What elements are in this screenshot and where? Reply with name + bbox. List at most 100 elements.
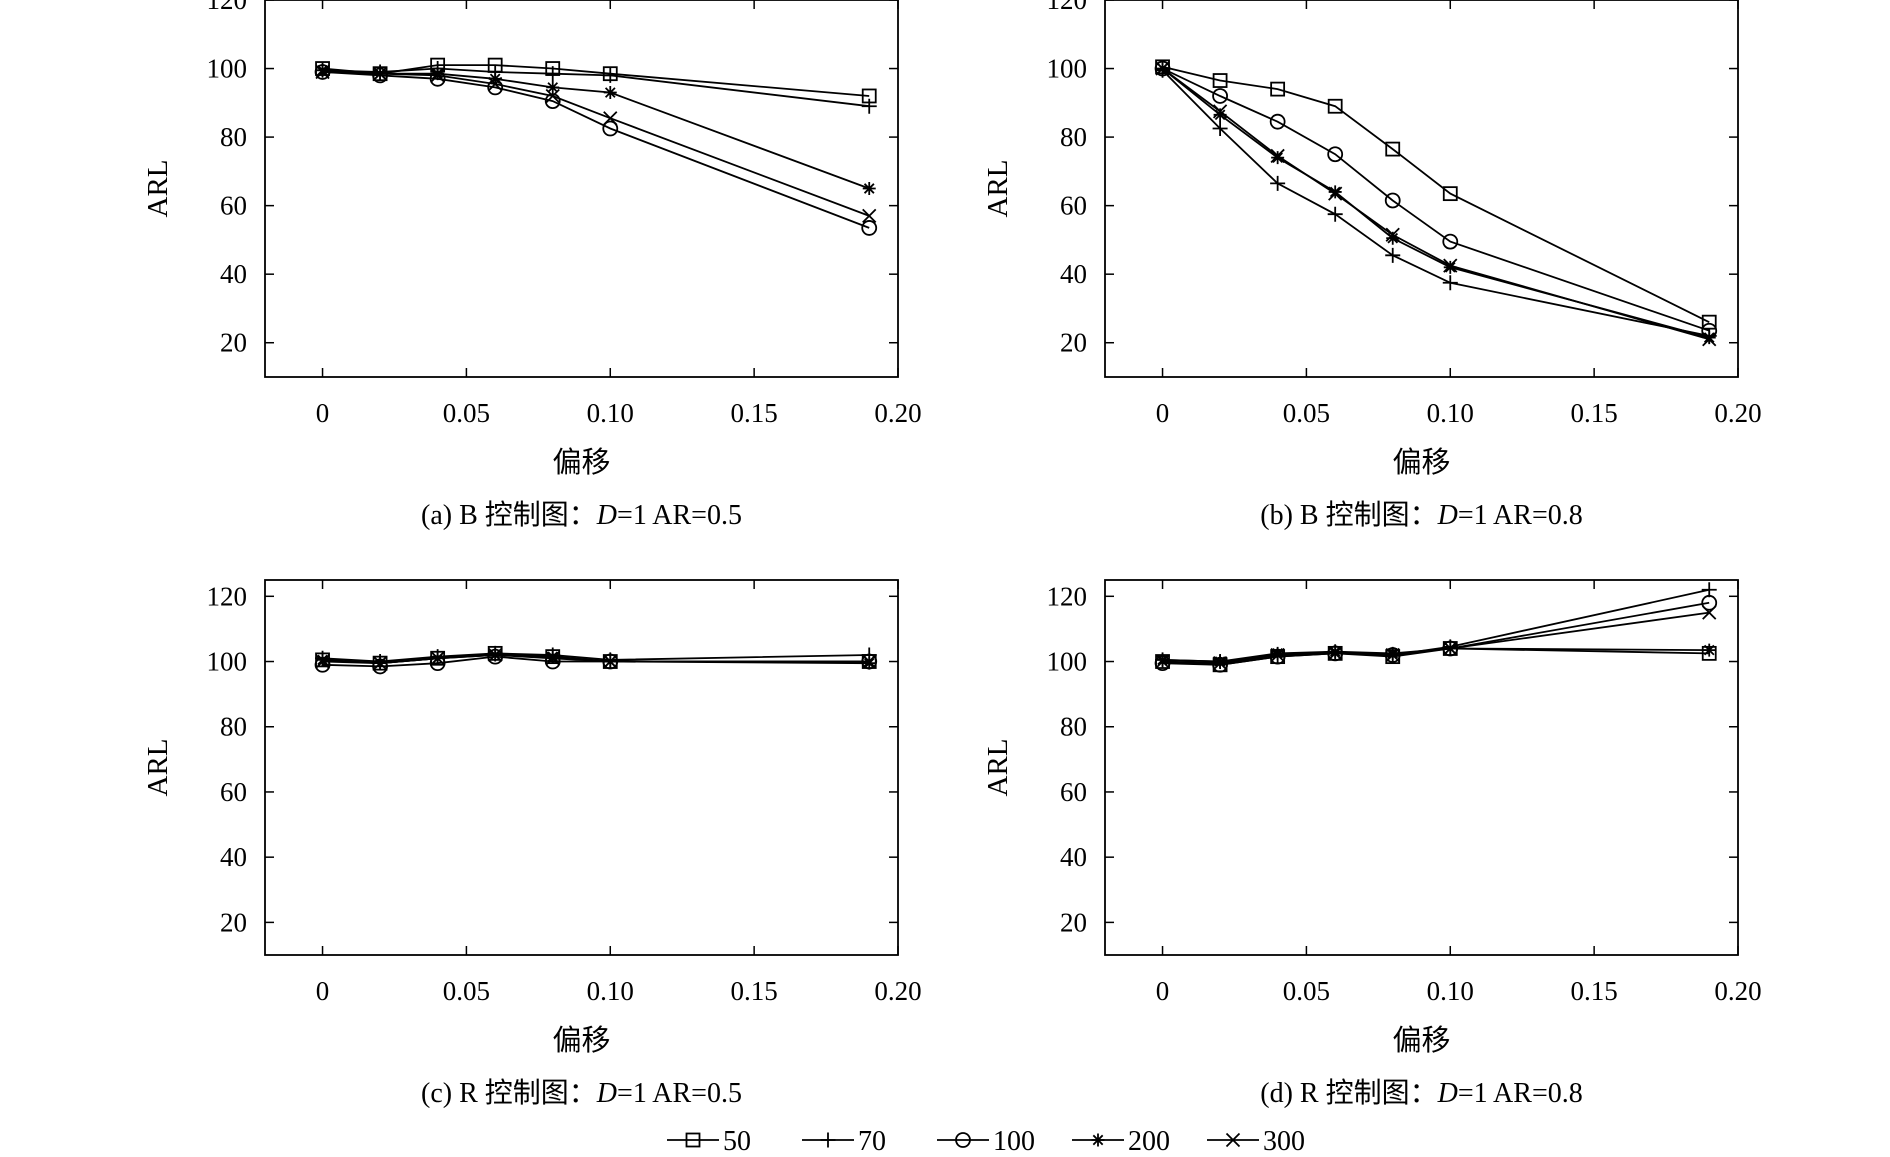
data-point-300 (372, 66, 388, 81)
x-tick-label: 0.05 (443, 398, 490, 428)
y-tick-label: 100 (207, 54, 248, 84)
legend-marker-plus (820, 1132, 836, 1148)
series-line-200 (322, 69, 870, 190)
legend-label: 50 (723, 1126, 751, 1157)
data-point-100 (1701, 594, 1718, 611)
data-point-70 (1270, 175, 1286, 191)
y-tick-label: 20 (220, 328, 247, 358)
data-point-200 (546, 80, 560, 94)
data-point-300 (545, 88, 560, 104)
data-point-300 (1385, 227, 1400, 242)
series-300 (315, 647, 877, 671)
data-point-300 (1443, 258, 1458, 273)
y-tick-label: 20 (1060, 907, 1087, 937)
plot-frame (264, 0, 899, 378)
legend-marker-square (685, 1132, 701, 1148)
y-axis-label: ARL (142, 160, 174, 218)
data-point-100 (1154, 60, 1171, 77)
legend-label: 300 (1263, 1126, 1305, 1157)
chart-caption: (b) B 控制图：D=1 AR=0.8 (1260, 499, 1583, 531)
data-point-200 (1443, 260, 1457, 274)
x-tick-label: 0.10 (587, 398, 634, 428)
data-point-200 (1328, 645, 1342, 659)
y-tick-label: 80 (220, 122, 247, 152)
series-line-100 (1162, 601, 1710, 666)
data-point-300 (1328, 646, 1343, 661)
x-axis-label: 偏移 (1392, 1024, 1450, 1057)
data-point-300 (1702, 605, 1717, 620)
series-50 (1155, 59, 1717, 330)
x-axis-label: 偏移 (552, 1024, 610, 1057)
data-point-50 (1701, 314, 1717, 330)
data-point-300 (430, 68, 445, 83)
chart-panel-a: 20 40 60 80 100 120 0 0.05 0.10 0.15 0.20 偏移 ARL (a) … (142, 0, 922, 531)
data-point-200 (1271, 151, 1285, 165)
data-point-300 (430, 651, 445, 666)
y-tick-label: 20 (1060, 328, 1087, 358)
data-point-300 (1270, 647, 1285, 663)
data-point-200 (1386, 646, 1400, 660)
series-200 (316, 63, 876, 195)
legend-entry-200: 200 (1072, 1126, 1170, 1157)
data-point-200 (316, 653, 330, 667)
series-line-100 (322, 71, 870, 229)
x-tick-label: 0.10 (1427, 398, 1474, 428)
data-point-300 (315, 654, 330, 669)
data-point-200 (603, 86, 617, 100)
y-tick-label: 40 (1060, 259, 1087, 289)
data-point-300 (1385, 647, 1400, 663)
data-point-70 (1385, 247, 1401, 263)
data-point-200 (1386, 231, 1400, 245)
data-point-300 (603, 111, 618, 126)
data-point-100 (861, 220, 878, 236)
data-point-300 (1702, 332, 1717, 347)
legend: 50 70 100 200 300 (667, 1126, 1305, 1157)
x-tick-label: 0 (316, 976, 330, 1006)
series-200 (1156, 641, 1716, 669)
y-tick-label: 120 (207, 581, 248, 611)
data-point-70 (1701, 582, 1717, 598)
y-tick-label: 80 (220, 712, 247, 742)
chart-caption: (a) B 控制图：D=1 AR=0.5 (421, 499, 742, 531)
data-point-200 (1702, 643, 1716, 657)
data-point-200 (1213, 108, 1227, 122)
y-tick-label: 80 (1060, 122, 1087, 152)
data-point-70 (545, 66, 561, 82)
data-point-300 (1212, 656, 1228, 671)
data-point-200 (316, 63, 330, 77)
chart-panel-b: 20 40 60 80 100 120 0 0.05 0.10 0.15 0.20 偏移 ARL (b) … (982, 0, 1762, 531)
data-point-70 (1327, 206, 1343, 222)
y-tick-label: 100 (1047, 647, 1088, 677)
x-tick-label: 0.10 (1427, 976, 1474, 1006)
legend-entry-70: 70 (802, 1126, 886, 1157)
data-point-200 (1271, 646, 1285, 660)
series-200 (1156, 62, 1716, 345)
data-point-50 (1270, 81, 1286, 97)
data-point-300 (1155, 654, 1170, 669)
data-point-200 (546, 650, 560, 664)
series-line-70 (1161, 69, 1710, 337)
chart-panel-d: 20 40 60 80 100 120 0 0.05 0.10 0.15 0.20 偏移 ARL (d) … (982, 579, 1762, 1109)
data-point-300 (1328, 186, 1343, 201)
legend-entry-300: 300 (1207, 1126, 1305, 1157)
x-tick-label: 0.05 (443, 976, 490, 1006)
data-point-100 (1327, 146, 1344, 163)
x-axis-label: 偏移 (552, 446, 610, 479)
data-point-200 (862, 182, 876, 195)
data-point-70 (1442, 275, 1458, 291)
x-tick-label: 0.15 (1571, 976, 1618, 1006)
x-tick-label: 0.05 (1283, 976, 1330, 1006)
data-point-300 (603, 654, 618, 669)
y-axis-label: ARL (982, 739, 1014, 797)
series-line-50 (1162, 65, 1710, 324)
series-line-300 (322, 71, 870, 217)
data-point-100 (1269, 113, 1286, 130)
data-point-300 (1443, 641, 1458, 656)
y-tick-label: 100 (1047, 54, 1088, 84)
chart-panel-c: 20 40 60 80 100 120 0 0.05 0.10 0.15 0.20 偏移 ARL (c) … (142, 579, 922, 1109)
series-70 (1155, 582, 1717, 670)
y-tick-label: 60 (220, 191, 247, 221)
y-axis-label: ARL (982, 160, 1014, 218)
data-point-300 (372, 656, 388, 671)
